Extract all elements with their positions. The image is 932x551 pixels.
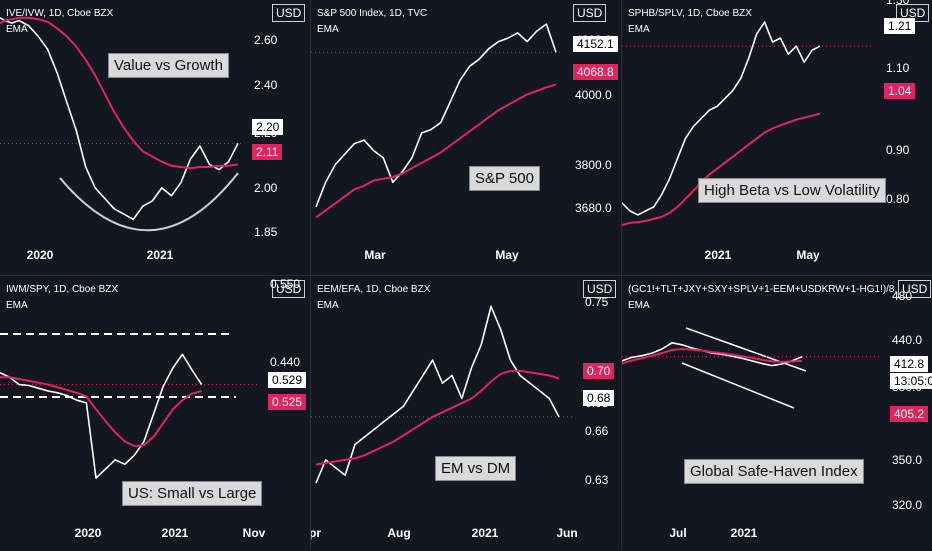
last-price-label: 412.8 (890, 356, 929, 372)
ema-value-label: 0.525 (268, 394, 307, 410)
x-tick-label: Aug (387, 526, 411, 540)
ema-value-label: 0.70 (583, 363, 615, 379)
annotation-box: EM vs DM (435, 456, 517, 481)
ema-series-line (315, 369, 560, 466)
ema-series-line (315, 83, 557, 219)
chart-svg (622, 327, 880, 409)
x-tick-label: Jun (556, 526, 578, 540)
x-tick-label: 2021 (471, 526, 499, 540)
x-tick-label: Nov (242, 526, 266, 540)
price-series-line (315, 305, 560, 484)
ema-study-label: EMA (317, 24, 339, 35)
annotation-box: Value vs Growth (108, 53, 229, 78)
chart-panel-3[interactable]: SPHB/SPLV, 1D, Cboe BZX EMA USD 1.30 1.10 0.9… (622, 0, 932, 275)
ema-study-label: EMA (628, 300, 650, 311)
annotation-box: S&P 500 (469, 166, 540, 191)
y-tick-label: 320.0 (892, 498, 923, 512)
symbol-label: IWM/SPY, 1D, Cboe BZX (6, 284, 119, 295)
y-tick-label: 0.75 (585, 295, 609, 309)
last-price-label: 1.21 (884, 18, 916, 34)
annotation-box: US: Small vs Large (122, 481, 263, 506)
x-tick-label: 2021 (730, 526, 758, 540)
y-tick-label: 350.0 (892, 453, 923, 467)
x-tick-label: 2020 (74, 526, 102, 540)
chart-panel-1[interactable]: IVE/IVW, 1D, Cboe BZX EMA USD 2.60 2.40 2.20 2… (0, 0, 310, 275)
y-tick-label: 0.80 (886, 192, 910, 206)
last-price-label: 0.529 (268, 372, 307, 388)
symbol-label: EEM/EFA, 1D, Cboe BZX (317, 284, 431, 295)
price-series-line (0, 353, 203, 479)
y-tick-label: 440.0 (892, 333, 923, 347)
y-tick-label: 3680.0 (575, 201, 612, 215)
y-tick-label: 1.85 (254, 225, 278, 239)
chart-svg (311, 305, 573, 484)
currency-badge[interactable]: USD (272, 4, 306, 22)
y-tick-label: 2.00 (254, 181, 278, 195)
y-tick-label: 1.10 (886, 61, 910, 75)
y-tick-label: 2.60 (254, 33, 278, 47)
ema-study-label: EMA (6, 24, 28, 35)
y-tick-label: 0.90 (886, 143, 910, 157)
x-tick-label: 2021 (704, 248, 732, 262)
ema-study-label: EMA (317, 300, 339, 311)
chart-svg (622, 21, 874, 226)
symbol-label: IVE/IVW, 1D, Cboe BZX (6, 8, 114, 19)
y-tick-label: 2.40 (254, 78, 278, 92)
price-series-line (622, 21, 821, 216)
last-price-label: 4152.1 (573, 36, 618, 52)
y-tick-label: 0.63 (585, 473, 609, 487)
currency-badge[interactable]: USD (573, 4, 607, 22)
chart-svg (0, 333, 258, 479)
x-tick-label: May (796, 248, 820, 262)
x-tick-label: 2021 (146, 248, 174, 262)
divider-horizontal (0, 275, 932, 276)
last-price-label: 2.20 (252, 119, 284, 135)
chart-svg (0, 16, 242, 232)
ema-series-line (622, 112, 821, 226)
x-tick-label: 2020 (26, 248, 54, 262)
ema-value-label: 1.04 (884, 83, 916, 99)
y-tick-label: 4000.0 (575, 88, 612, 102)
y-tick-label: 0.550 (270, 277, 301, 291)
price-series-line (315, 23, 557, 208)
y-tick-label: 3800.0 (575, 158, 612, 172)
price-series-line (0, 17, 239, 221)
currency-badge[interactable]: USD (898, 280, 932, 298)
y-tick-label: 1.30 (886, 0, 910, 7)
chart-panel-4[interactable]: IWM/SPY, 1D, Cboe BZX EMA USD 0.550 0.440 202… (0, 276, 310, 551)
symbol-label: (GC1!+TLT+JXY+SXY+SPLV+1-EEM+USDKRW+1-HG… (628, 284, 898, 295)
channel-line-1 (685, 327, 807, 372)
ema-series-line (0, 376, 202, 447)
symbol-label: S&P 500 Index, 1D, TVC (317, 8, 428, 19)
currency-badge[interactable]: USD (272, 280, 306, 298)
ema-study-label: EMA (628, 24, 650, 35)
x-tick-label: May (495, 248, 519, 262)
ema-value-label: 405.2 (890, 406, 929, 422)
ema-value-label: 2.11 (252, 144, 283, 160)
annotation-box: High Beta vs Low Volatility (698, 178, 886, 203)
y-tick-label: 0.66 (585, 424, 609, 438)
last-price-label: 0.68 (583, 390, 615, 406)
ema-series-line (622, 348, 803, 365)
ema-series-line (0, 16, 239, 170)
y-tick-label: 480 (892, 289, 913, 303)
bar-countdown-label: 13:05:04 (890, 373, 932, 389)
ema-value-label: 4068.8 (573, 64, 618, 80)
channel-line-2 (681, 362, 795, 409)
ema-study-label: EMA (6, 300, 28, 311)
chart-panel-6[interactable]: (GC1!+TLT+JXY+SXY+SPLV+1-EEM+USDKRW+1-HG… (622, 276, 932, 551)
y-tick-label: 0.440 (270, 355, 301, 369)
x-tick-label: 2021 (161, 526, 189, 540)
bowl-arc (59, 172, 239, 232)
chart-panel-2[interactable]: S&P 500 Index, 1D, TVCEMAUSD4200.04000.0… (311, 0, 621, 275)
currency-badge[interactable]: USD (583, 280, 617, 298)
x-tick-label: Mar (364, 248, 386, 262)
annotation-box: Global Safe-Haven Index (684, 459, 864, 484)
chart-svg (311, 23, 563, 219)
symbol-label: SPHB/SPLV, 1D, Cboe BZX (628, 8, 752, 19)
x-tick-label: pr (311, 526, 321, 540)
x-tick-label: Jul (669, 526, 687, 540)
